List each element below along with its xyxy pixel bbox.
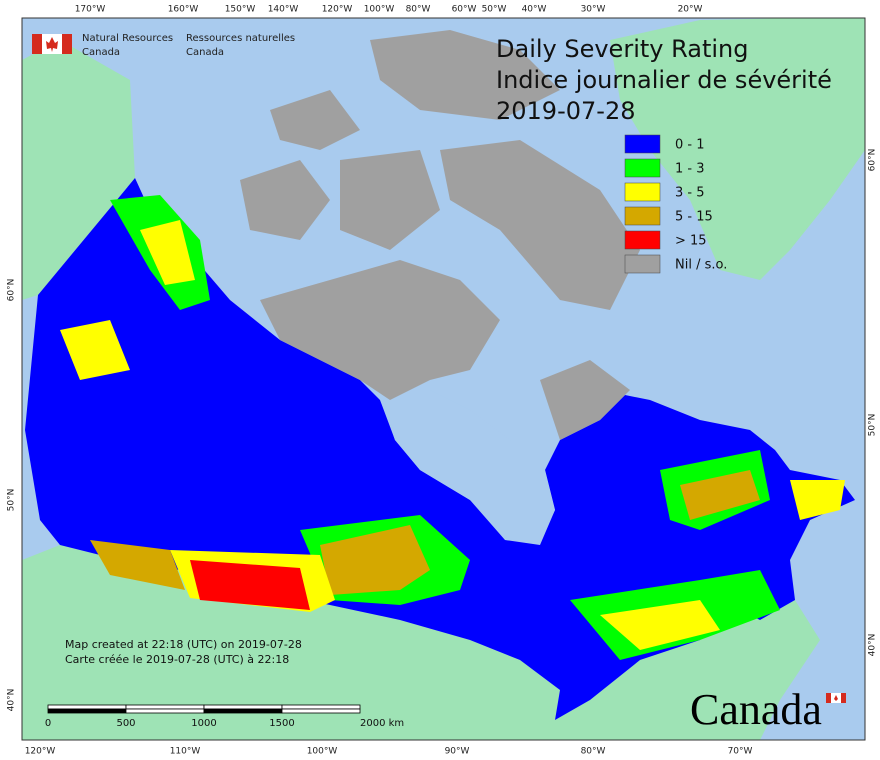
map-title: Daily Severity Rating	[496, 35, 748, 63]
hudson-bay	[380, 390, 555, 545]
scale-segment	[203, 704, 283, 710]
graticule-label: 60°N	[868, 149, 878, 172]
scale-segment	[125, 708, 205, 714]
map-title: Indice journalier de sévérité	[496, 66, 832, 94]
patch-high	[680, 470, 760, 520]
graticule-label: 120°W	[25, 747, 56, 757]
patch-extreme	[190, 560, 310, 610]
graticule-label: 40°N	[868, 634, 878, 657]
arctic-island	[240, 160, 330, 240]
graticule-label: 40°W	[522, 5, 547, 15]
scale-label: 1000	[191, 718, 216, 729]
graticule-label: 50°N	[7, 489, 17, 512]
alaska-land	[22, 40, 135, 300]
graticule-label: 80°W	[406, 5, 431, 15]
flag-bar	[826, 693, 831, 703]
graticule-label: 170°W	[75, 5, 106, 15]
graticule-label: 120°W	[322, 5, 353, 15]
legend-label: 5 - 15	[675, 210, 713, 225]
graticule-label: 60°W	[452, 5, 477, 15]
arctic-island	[370, 30, 560, 120]
graticule-label: 70°W	[728, 747, 753, 757]
graticule-label: 90°W	[445, 747, 470, 757]
scale-label: 0	[45, 718, 51, 729]
legend-swatch	[624, 206, 661, 226]
graticule-label: 100°W	[307, 747, 338, 757]
legend-label: > 15	[675, 234, 707, 249]
graticule-label: 80°W	[581, 747, 606, 757]
arctic-island	[440, 140, 640, 310]
scale-label: 2000 km	[360, 718, 404, 729]
scale-segment	[203, 708, 283, 714]
agency-en: Natural Resources	[82, 33, 173, 44]
graticule-label: 110°W	[170, 747, 201, 757]
greenland	[610, 18, 865, 280]
scale-segment	[281, 704, 361, 710]
legend-swatch	[624, 230, 661, 250]
canada-land	[25, 178, 855, 720]
nunavut-mainland	[260, 260, 500, 400]
arctic-island	[340, 150, 440, 250]
canada-wordmark: Canada	[690, 685, 822, 734]
maple-leaf	[834, 695, 838, 701]
map-credit: Carte créée le 2019-07-28 (UTC) à 22:18	[65, 653, 289, 666]
graticule-label: 60°N	[7, 279, 17, 302]
scale-segment	[125, 704, 205, 710]
patch-moderate	[60, 320, 130, 380]
scale-segment	[47, 704, 127, 710]
patch-moderate	[790, 480, 845, 520]
maple-leaf	[46, 37, 58, 52]
legend-label: 3 - 5	[675, 186, 705, 201]
graticule-label: 30°W	[581, 5, 606, 15]
scale-segment	[281, 708, 361, 714]
legend-label: Nil / s.o.	[675, 258, 727, 273]
flag-bar	[32, 34, 42, 54]
legend-label: 1 - 3	[675, 162, 705, 177]
flag-bar	[62, 34, 72, 54]
graticule-label: 50°W	[482, 5, 507, 15]
map-credit: Map created at 22:18 (UTC) on 2019-07-28	[65, 638, 302, 651]
patch-moderate	[600, 600, 720, 650]
graticule-label: 140°W	[268, 5, 299, 15]
agency-fr: Ressources naturelles	[186, 33, 295, 44]
scale-label: 500	[116, 718, 135, 729]
legend-swatch	[624, 134, 661, 154]
patch-high	[90, 540, 185, 590]
graticule-label: 20°W	[678, 5, 703, 15]
graticule-label: 100°W	[364, 5, 395, 15]
legend-swatch	[624, 182, 661, 202]
agency-en: Canada	[82, 47, 120, 58]
scale-segment	[47, 708, 127, 714]
scale-label: 1500	[269, 718, 294, 729]
legend-label: 0 - 1	[675, 138, 705, 153]
legend-swatch	[624, 254, 661, 274]
agency-fr: Canada	[186, 47, 224, 58]
graticule-label: 160°W	[168, 5, 199, 15]
flag-bar	[841, 693, 846, 703]
legend-swatch	[624, 158, 661, 178]
map-title: 2019-07-28	[496, 97, 635, 125]
graticule-label: 50°N	[868, 414, 878, 437]
patch-moderate	[140, 220, 195, 285]
arctic-island	[270, 90, 360, 150]
nunavik	[540, 360, 630, 440]
graticule-label: 150°W	[225, 5, 256, 15]
patch-high	[320, 525, 430, 595]
map-frame	[21, 17, 866, 741]
graticule-label: 40°N	[7, 689, 17, 712]
